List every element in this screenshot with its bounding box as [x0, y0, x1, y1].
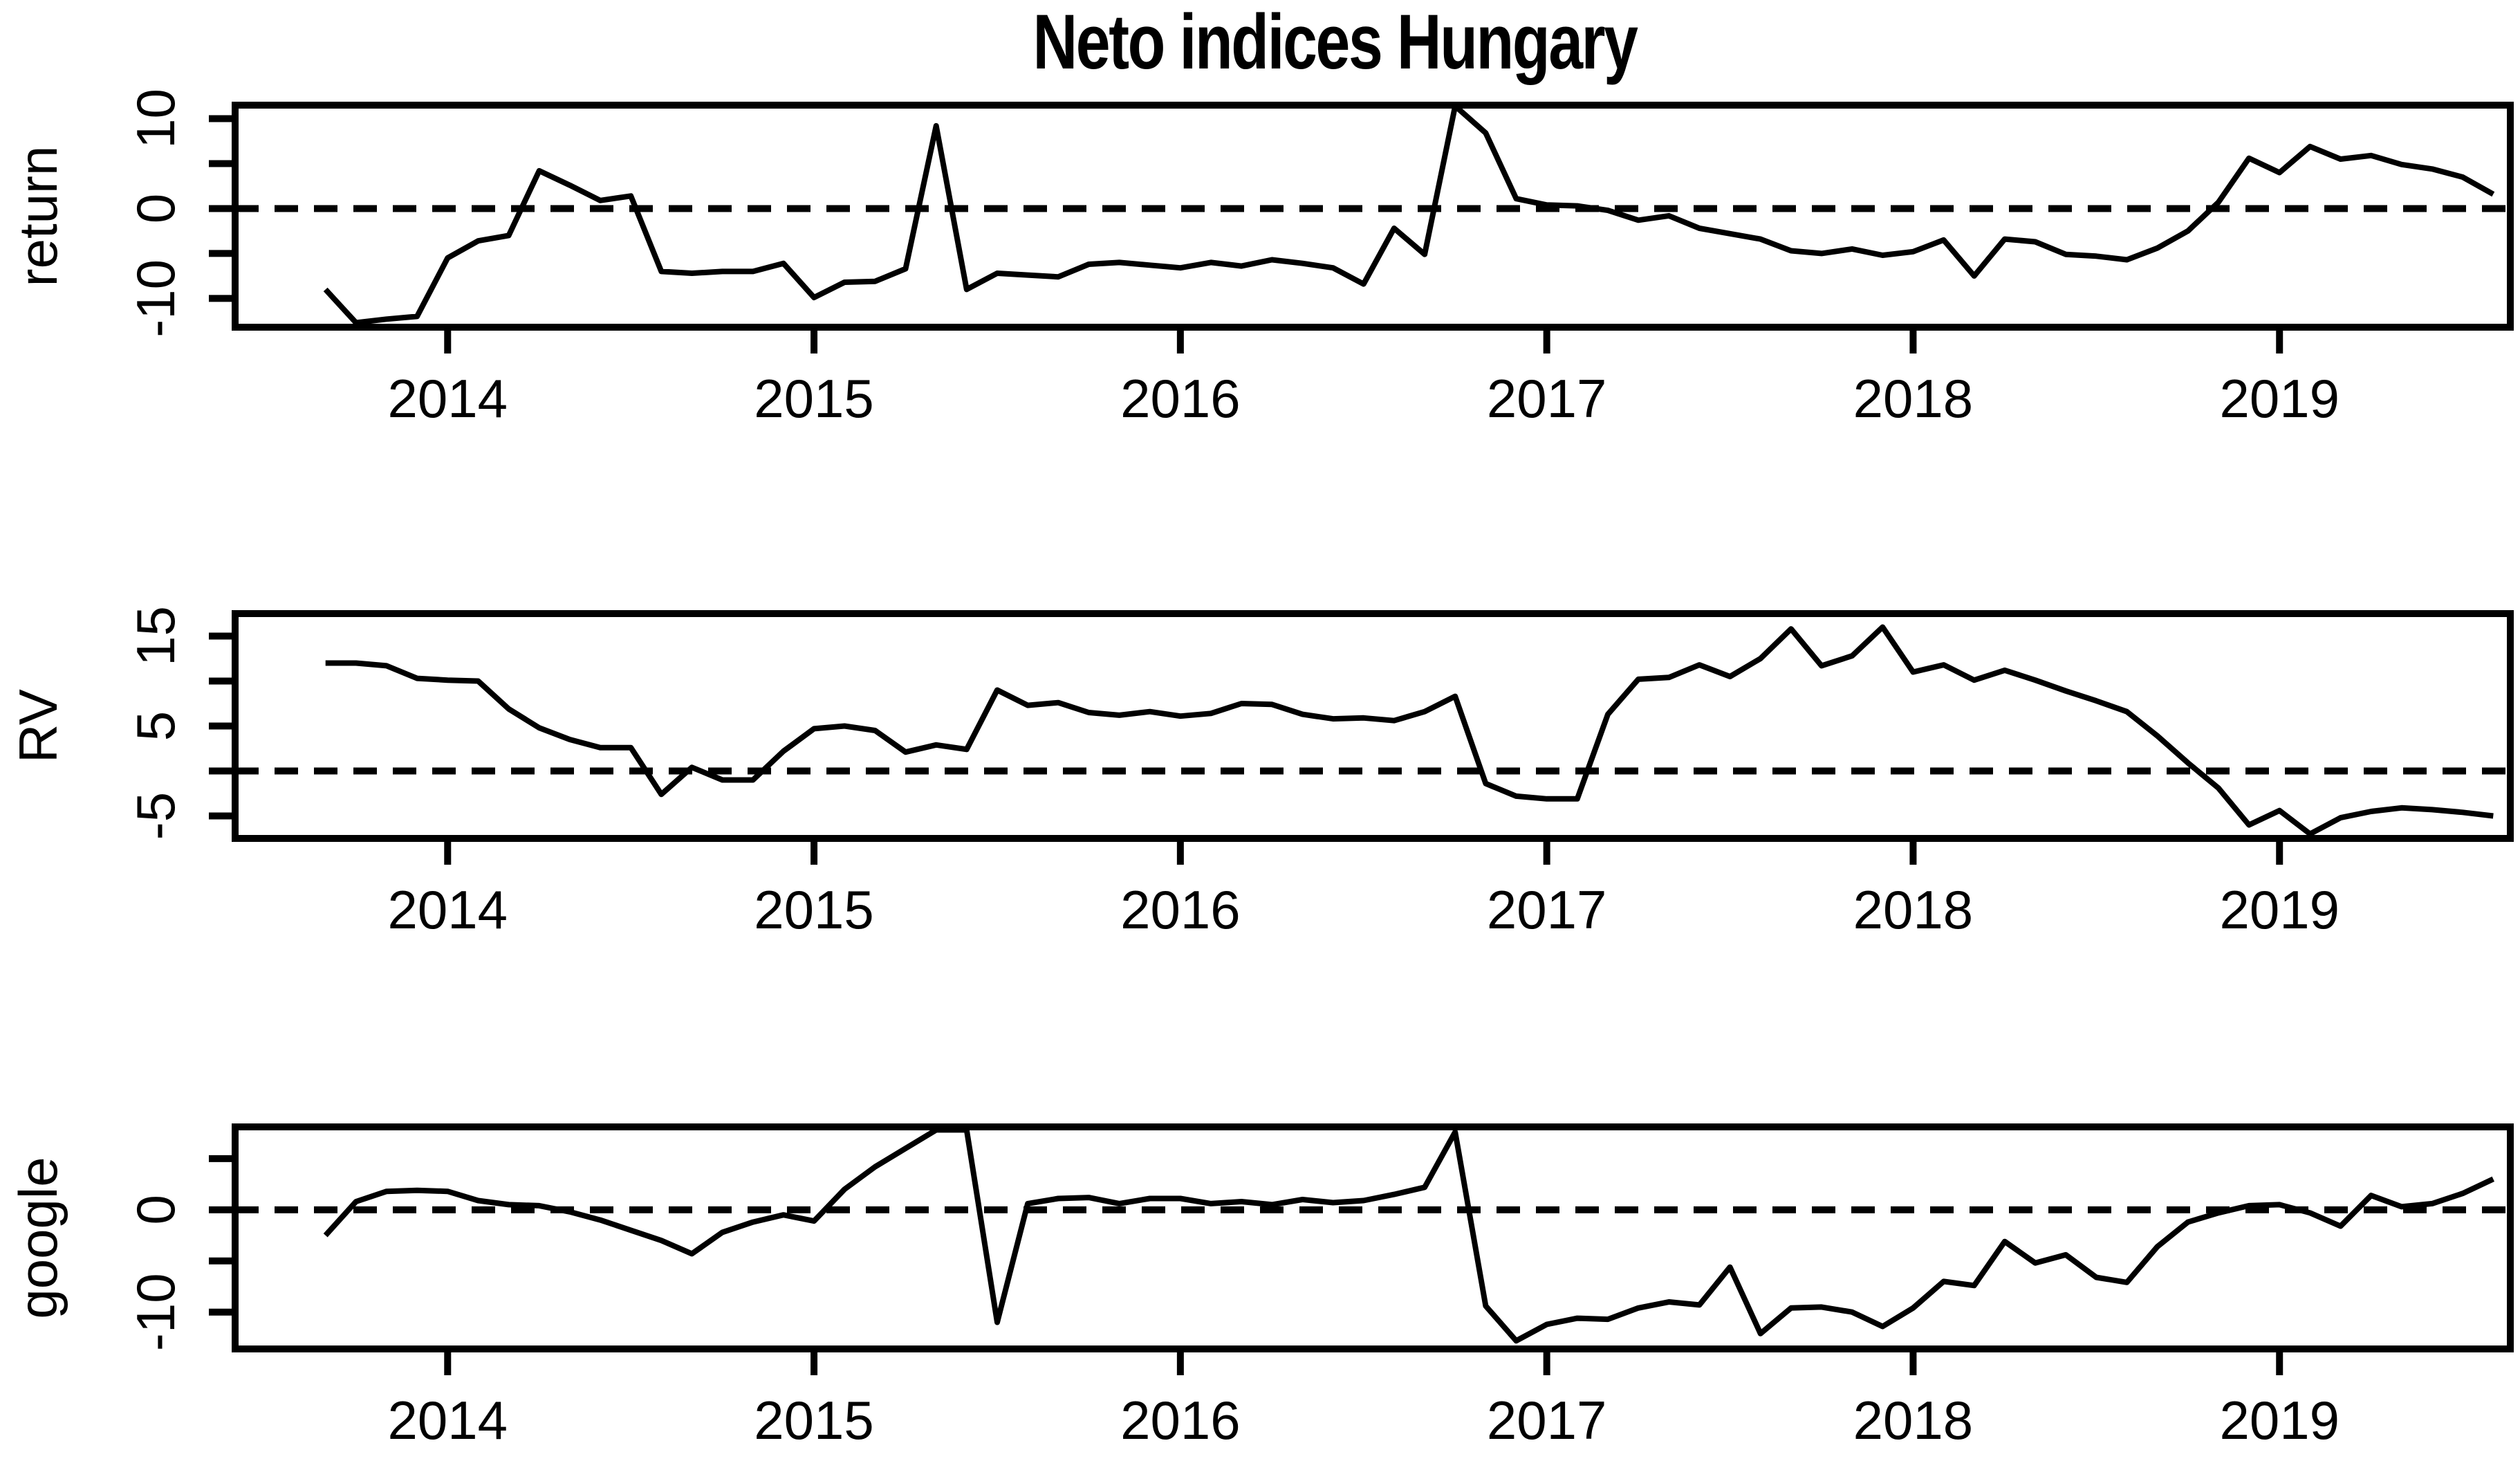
- x-tick-label: 2017: [1487, 1390, 1607, 1451]
- x-tick-label: 2014: [388, 368, 508, 429]
- y-tick-label: -5: [125, 792, 186, 840]
- y-tick-label: 0: [125, 194, 186, 223]
- series-line: [323, 1127, 2495, 1344]
- x-tick-label: 2018: [1853, 879, 1974, 940]
- x-tick-label: 2016: [1120, 368, 1241, 429]
- x-tick-label: 2019: [2219, 368, 2340, 429]
- plot-frame: [232, 102, 2514, 331]
- x-tick-label: 2017: [1487, 879, 1607, 940]
- series-line: [323, 103, 2495, 326]
- x-tick-label: 2019: [2219, 1390, 2340, 1451]
- panel-return: 2014 2015 2016 2017 2018 2019 -10 0 10 return: [8, 89, 2514, 429]
- panel-google: 2014 2015 2016 2017 2018 2019 -10 0 google: [8, 1123, 2514, 1451]
- y-axis-label: RV: [8, 689, 68, 763]
- x-tick-label: 2015: [754, 1390, 874, 1451]
- plot-frame: [232, 1123, 2514, 1352]
- x-tick-label: 2016: [1120, 1390, 1241, 1451]
- y-tick-label: -10: [125, 1273, 186, 1351]
- plot-frame: [232, 610, 2514, 842]
- chart-title: Neto indices Hungary: [1032, 0, 1638, 85]
- x-tick-label: 2018: [1853, 1390, 1974, 1451]
- x-tick-label: 2019: [2219, 879, 2340, 940]
- y-tick-label: 5: [125, 711, 186, 741]
- x-tick-label: 2016: [1120, 879, 1241, 940]
- x-tick-label: 2014: [388, 1390, 508, 1451]
- y-tick-label: -10: [125, 259, 186, 338]
- x-tick-label: 2015: [754, 879, 874, 940]
- x-tick-label: 2015: [754, 368, 874, 429]
- x-tick-label: 2018: [1853, 368, 1974, 429]
- y-tick-label: 15: [125, 606, 186, 666]
- y-axis-label: google: [8, 1157, 68, 1319]
- panel-RV: 2014 2015 2016 2017 2018 2019 -5 5 15 RV: [8, 606, 2514, 940]
- y-tick-label: 0: [125, 1195, 186, 1224]
- y-tick-label: 10: [125, 89, 186, 149]
- x-tick-label: 2014: [388, 879, 508, 940]
- x-tick-label: 2017: [1487, 368, 1607, 429]
- y-axis-label: return: [8, 146, 68, 287]
- series-line: [325, 624, 2494, 837]
